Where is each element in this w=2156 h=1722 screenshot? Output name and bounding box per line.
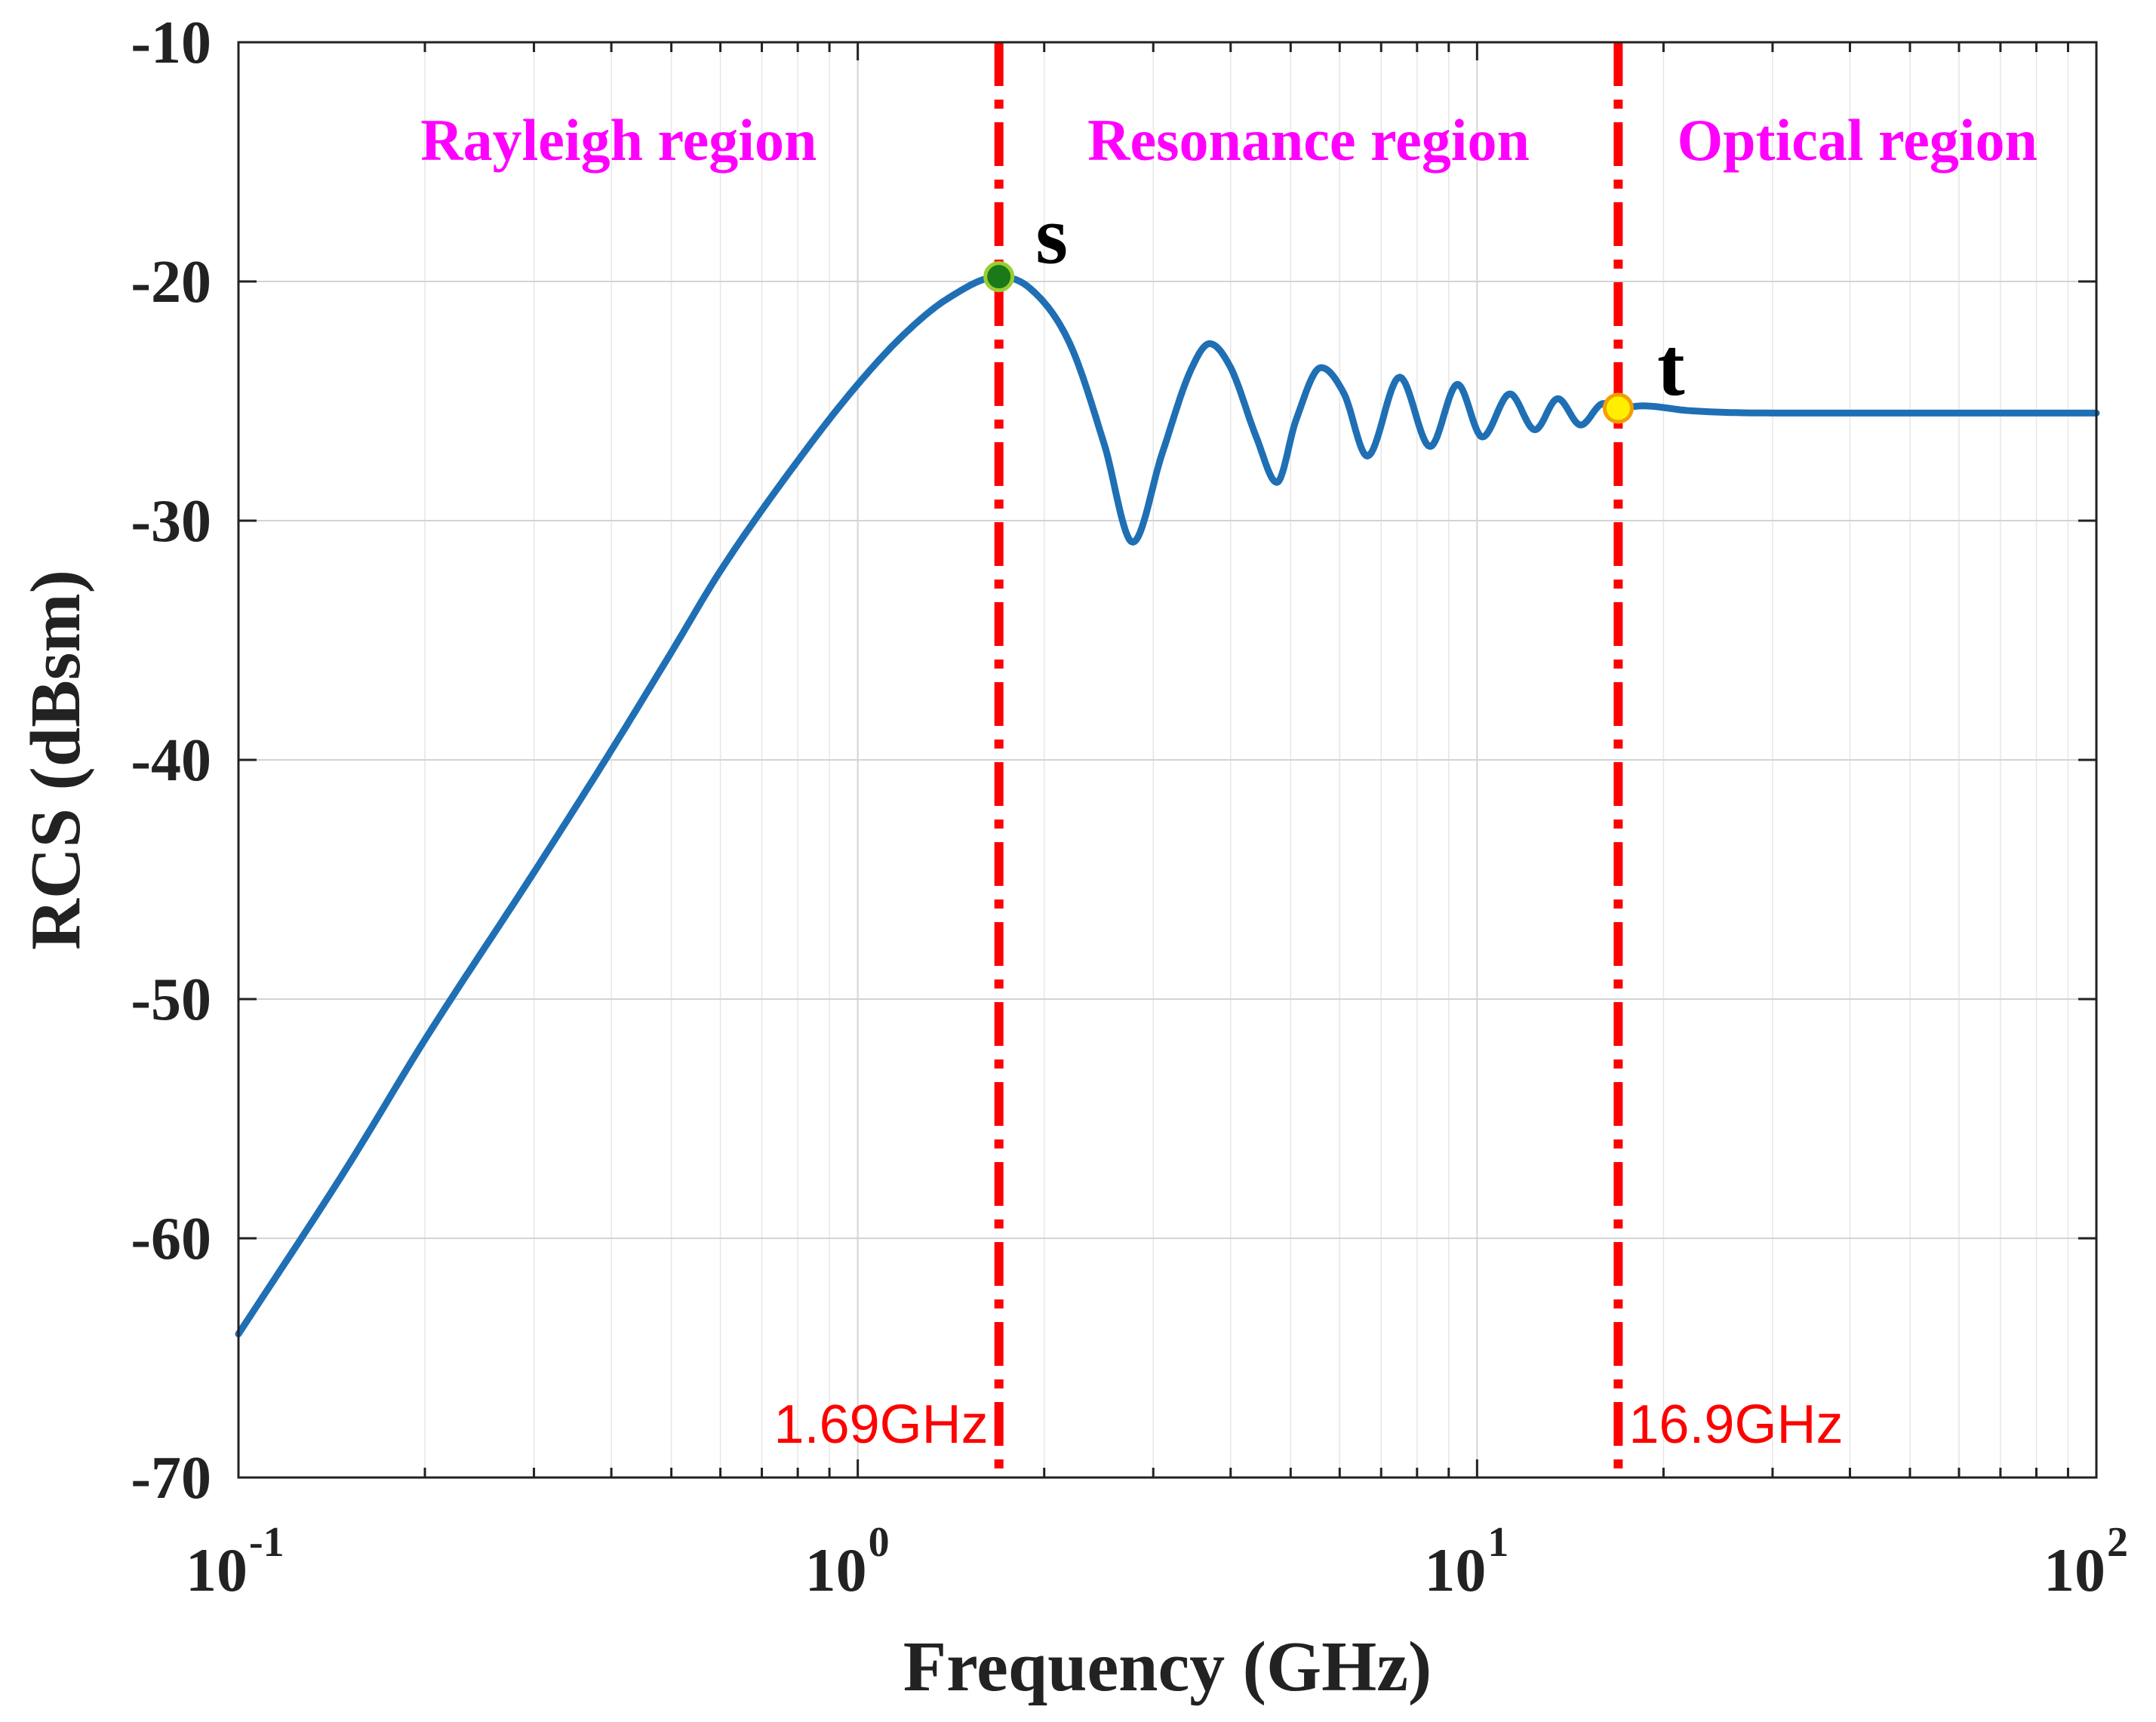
y-tick-label: -70 [131, 1445, 211, 1511]
y-tick-label: -20 [131, 249, 211, 315]
x-tick-label-exponent: 2 [2107, 1519, 2128, 1566]
point-s [983, 261, 1015, 293]
y-tick-labels: -10 -20 -30 -40 -50 -60 -70 [131, 10, 211, 1511]
y-tick-label: -10 [131, 10, 211, 76]
x-tick-label-exponent: -1 [249, 1519, 284, 1566]
x-tick-label-exponent: 0 [869, 1519, 890, 1566]
region-labels: Rayleigh region Resonance region Optical r… [420, 107, 2038, 173]
x-tick-label-exponent: 1 [1487, 1519, 1509, 1566]
x-tick-label: 10 0 [805, 1519, 890, 1604]
x-tick-label-base: 10 [186, 1536, 248, 1604]
y-axis-title: RCS (dBsm) [17, 570, 95, 950]
x-tick-label-base: 10 [1424, 1536, 1486, 1604]
plot-frame [237, 41, 2098, 1479]
y-tick-label: -60 [131, 1206, 211, 1272]
frequency-label-0: 1.69GHz [774, 1395, 989, 1455]
y-tick-label: -50 [131, 967, 211, 1033]
points: st [983, 189, 1685, 424]
point-label-t: t [1657, 321, 1685, 413]
region-label-1: Resonance region [1087, 107, 1530, 173]
region-label-0: Rayleigh region [420, 107, 817, 173]
y-tick-label: -40 [131, 727, 211, 794]
y-tick-label: -30 [131, 488, 211, 555]
x-tick-label-base: 10 [2044, 1536, 2105, 1604]
rcs-series-line [235, 273, 2100, 1338]
x-tick-label: 10 -1 [186, 1519, 284, 1604]
x-tick-labels: 10 -1 10 0 10 1 10 2 [186, 1519, 2128, 1604]
vertical-markers: 1.69GHz 16.9GHz [774, 42, 1843, 1478]
x-tick-label: 10 2 [2044, 1519, 2128, 1604]
frequency-label-1: 16.9GHz [1629, 1395, 1843, 1455]
point-t [1602, 392, 1634, 424]
x-axis-title: Frequency (GHz) [903, 1628, 1432, 1706]
point-label-s: s [1035, 189, 1068, 281]
x-tick-label: 10 1 [1424, 1519, 1509, 1604]
region-label-2: Optical region [1677, 107, 2037, 173]
x-tick-label-base: 10 [805, 1536, 867, 1604]
